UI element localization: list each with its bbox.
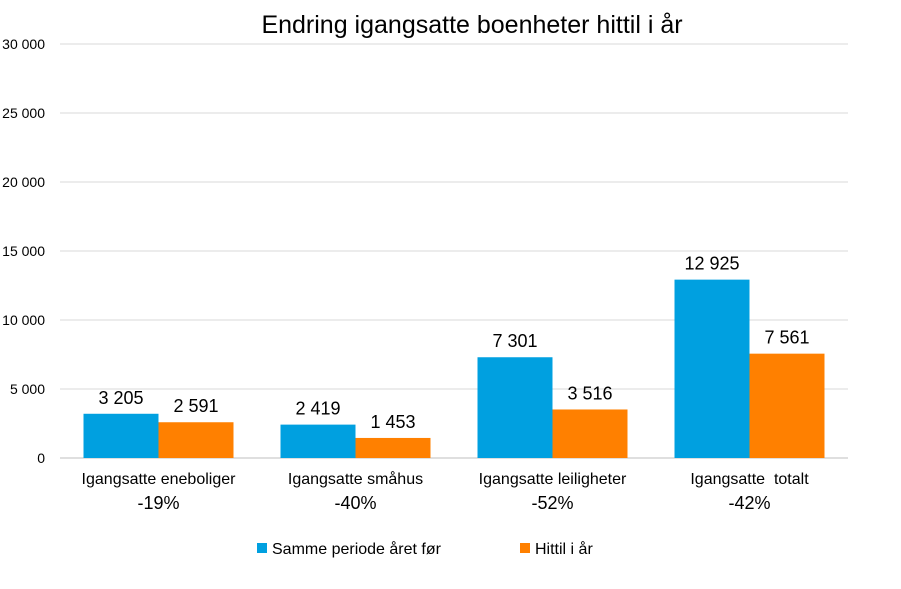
category-label: Igangsatte totalt (690, 471, 809, 488)
legend-swatch (257, 543, 267, 553)
bar (355, 437, 431, 458)
y-tick-label: 5 000 (10, 381, 45, 397)
data-label: 7 561 (764, 328, 809, 348)
data-label: 12 925 (684, 254, 739, 274)
legend: Samme periode året før Hittil i år (257, 540, 593, 558)
y-tick-label: 0 (37, 450, 45, 466)
legend-label: Samme periode året før (272, 540, 442, 558)
chart-title: Endring igangsatte boenheter hittil i år (261, 11, 682, 39)
category-change: -42% (728, 493, 770, 513)
data-label: 2 419 (295, 399, 340, 419)
y-tick-label: 10 000 (2, 312, 45, 328)
gridlines (60, 43, 848, 459)
bar (552, 409, 628, 458)
category-label: Igangsatte eneboliger (82, 471, 237, 488)
category-change: -40% (334, 493, 376, 513)
bar (158, 422, 234, 458)
data-label: 1 453 (370, 412, 415, 432)
bar (280, 424, 356, 458)
data-label: 7 301 (492, 331, 537, 351)
bar (477, 357, 553, 458)
y-tick-label: 25 000 (2, 105, 45, 121)
bar (749, 353, 825, 458)
category-change: -52% (531, 493, 573, 513)
legend-label: Hittil i år (535, 540, 593, 558)
data-label: 3 205 (98, 388, 143, 408)
category-label: Igangsatte småhus (288, 470, 423, 488)
category-change: -19% (137, 493, 179, 513)
y-tick-label: 15 000 (2, 243, 45, 259)
category-label: Igangsatte leiligheter (479, 471, 627, 488)
bar (83, 413, 159, 458)
data-labels: 3 205 2 591 2 419 1 453 7 301 3 516 12 925 7 56… (98, 254, 809, 432)
data-label: 3 516 (567, 383, 612, 403)
y-tick-label: 20 000 (2, 174, 45, 190)
category-labels: Igangsatte eneboliger -19% Igangsatte småh… (82, 470, 810, 513)
bars (83, 279, 825, 458)
y-axis-ticks: 0 5 000 10 000 15 000 20 000 25 000 30 000 (2, 36, 45, 466)
legend-swatch (520, 543, 530, 553)
bar (674, 279, 750, 458)
y-tick-label: 30 000 (2, 36, 45, 52)
data-label: 2 591 (173, 396, 218, 416)
